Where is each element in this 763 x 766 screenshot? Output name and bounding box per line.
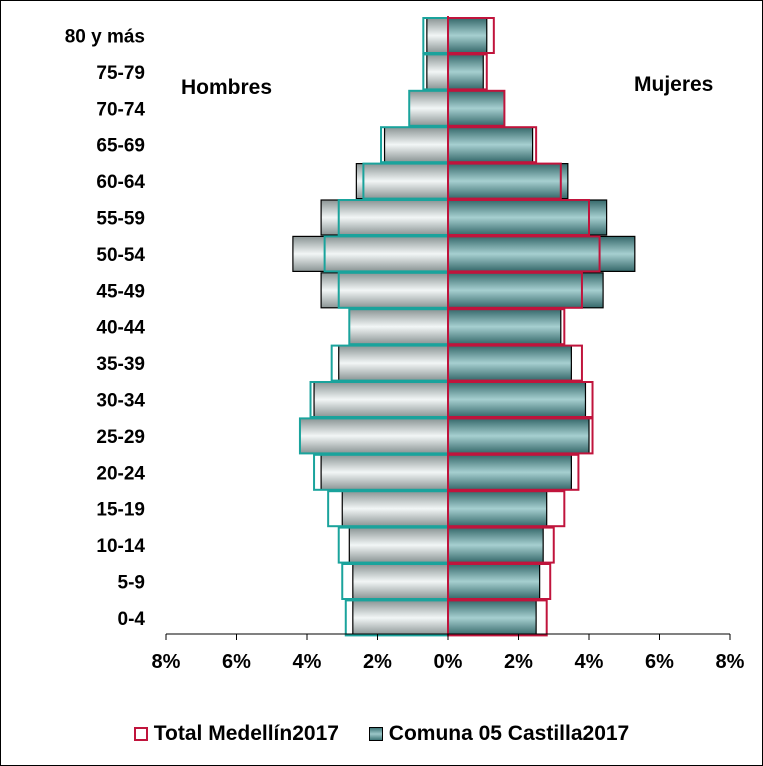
comuna-bar-mujeres-1 — [447, 53, 484, 91]
legend-item-total: Total Medellín2017 — [133, 722, 339, 746]
comuna-bar-hombres-8 — [348, 308, 449, 345]
legend-label-total: Total Medellín2017 — [153, 722, 339, 745]
category-label-13: 15-19 — [96, 500, 145, 521]
comuna-bar-hombres-4 — [355, 163, 449, 200]
category-label-0: 80 y más — [65, 27, 145, 48]
legend-item-comuna: Comuna 05 Castilla2017 — [368, 722, 630, 746]
category-label-10: 30-34 — [96, 391, 145, 412]
x-tick-label-3: 2% — [363, 651, 392, 673]
category-label-6: 50-54 — [96, 245, 145, 266]
category-label-1: 75-79 — [96, 63, 145, 84]
x-tick-label-5: 2% — [504, 651, 533, 673]
comuna-bar-mujeres-6 — [447, 235, 636, 272]
comuna-bar-mujeres-13 — [447, 490, 548, 527]
x-tick-label-1: 6% — [222, 651, 251, 673]
category-label-7: 45-49 — [96, 281, 145, 302]
category-label-15: 5-9 — [118, 573, 145, 594]
comuna-bar-hombres-3 — [383, 126, 449, 163]
comuna-bar-hombres-9 — [338, 345, 449, 382]
comuna-bar-mujeres-4 — [447, 163, 569, 200]
legend-label-comuna: Comuna 05 Castilla2017 — [388, 722, 630, 745]
comuna-bar-hombres-1 — [426, 53, 449, 91]
hombres-label: Hombres — [181, 76, 273, 99]
comuna-bar-mujeres-7 — [447, 272, 604, 309]
comuna-bar-mujeres-5 — [447, 199, 608, 236]
legend: Total Medellín2017 Comuna 05 Castilla201… — [0, 722, 763, 747]
legend-swatch-comuna — [368, 727, 383, 741]
comuna-bar-hombres-14 — [348, 526, 449, 564]
comuna-bar-hombres-6 — [292, 235, 449, 272]
comuna-bar-hombres-11 — [299, 417, 449, 454]
comuna-bar-hombres-2 — [408, 90, 449, 127]
population-pyramid-chart: 80 y más 75-79 70-74 65-69 60-64 55-59 50-54 45… — [65, 16, 745, 673]
comuna-bar-mujeres-12 — [447, 454, 572, 491]
comuna-bar-mujeres-0 — [447, 17, 488, 54]
comuna-bar-mujeres-10 — [447, 381, 587, 418]
x-tick-label-4: 0% — [434, 651, 463, 673]
mujeres-label: Mujeres — [634, 73, 714, 96]
category-label-16: 0-4 — [118, 609, 146, 630]
comuna-bar-hombres-7 — [320, 272, 449, 309]
x-tick-label-2: 4% — [293, 651, 322, 673]
category-label-3: 65-69 — [96, 136, 145, 157]
comuna-bar-hombres-12 — [320, 454, 449, 491]
comuna-bar-mujeres-3 — [447, 126, 534, 163]
comuna-bar-mujeres-8 — [447, 308, 562, 345]
legend-swatch-total — [133, 727, 148, 741]
category-label-8: 40-44 — [96, 318, 145, 339]
category-label-2: 70-74 — [96, 99, 145, 120]
category-label-5: 55-59 — [96, 209, 145, 230]
comuna-bar-hombres-5 — [320, 199, 449, 236]
comuna-bar-mujeres-16 — [447, 599, 537, 637]
category-label-14: 10-14 — [96, 536, 145, 557]
x-tick-label-0: 8% — [152, 651, 181, 673]
comuna-bar-mujeres-11 — [447, 417, 590, 454]
comuna-bar-hombres-10 — [313, 381, 449, 418]
comuna-bar-mujeres-9 — [447, 345, 572, 382]
comuna-bar-mujeres-15 — [447, 563, 541, 600]
comuna-bar-hombres-0 — [426, 17, 449, 54]
comuna-bar-hombres-13 — [341, 490, 449, 527]
category-label-12: 20-24 — [96, 463, 145, 484]
comuna-bar-mujeres-2 — [447, 90, 506, 127]
category-label-4: 60-64 — [96, 172, 145, 193]
x-tick-label-7: 6% — [645, 651, 674, 673]
comuna-bar-hombres-16 — [352, 599, 449, 637]
comuna-bar-mujeres-14 — [447, 526, 544, 564]
category-label-11: 25-29 — [96, 427, 145, 448]
category-label-9: 35-39 — [96, 354, 145, 375]
comuna-bar-hombres-15 — [352, 563, 449, 600]
x-tick-label-6: 4% — [575, 651, 604, 673]
x-tick-label-8: 8% — [716, 651, 745, 673]
